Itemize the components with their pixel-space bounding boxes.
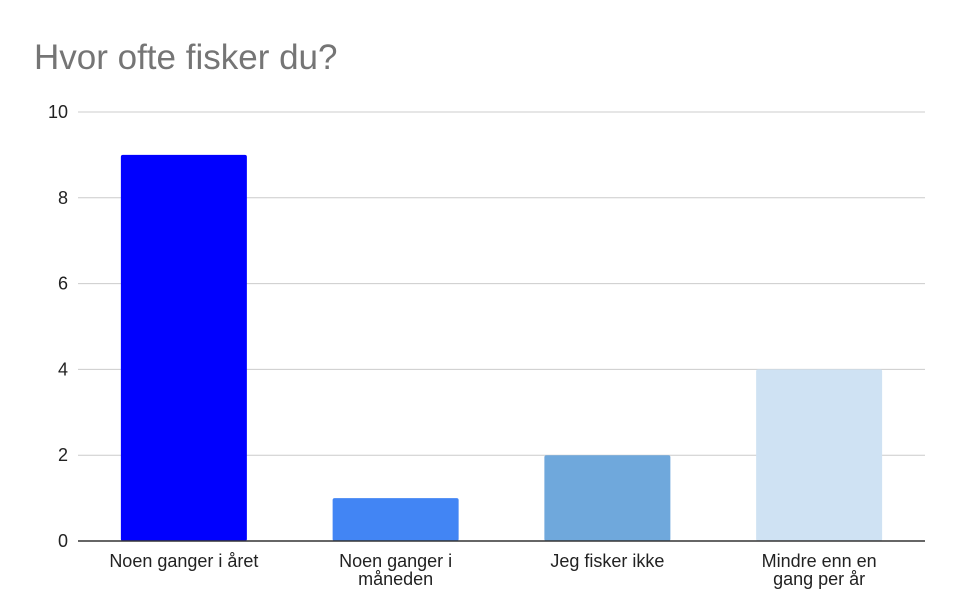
y-tick-label: 6 [58, 274, 68, 294]
y-tick-label: 10 [48, 102, 68, 122]
y-axis-ticks: 0 2 4 6 8 10 [48, 102, 68, 551]
bar [544, 455, 671, 541]
bar [120, 154, 247, 541]
x-tick-label: Mindre enn en gang per år [762, 551, 877, 589]
bars [120, 154, 883, 541]
x-tick-label: Noen ganger i året [109, 551, 258, 571]
chart-title: Hvor ofte fisker du? [34, 38, 338, 77]
bar [332, 498, 459, 541]
y-tick-label: 2 [58, 445, 68, 465]
x-axis-labels: Noen ganger i året Noen ganger i måneden Je… [109, 551, 876, 589]
y-tick-label: 0 [58, 531, 68, 551]
bar [756, 369, 883, 541]
y-tick-label: 8 [58, 188, 68, 208]
y-tick-label: 4 [58, 359, 68, 379]
x-tick-label: Noen ganger i måneden [339, 551, 452, 589]
x-tick-label: Jeg fisker ikke [550, 551, 664, 571]
